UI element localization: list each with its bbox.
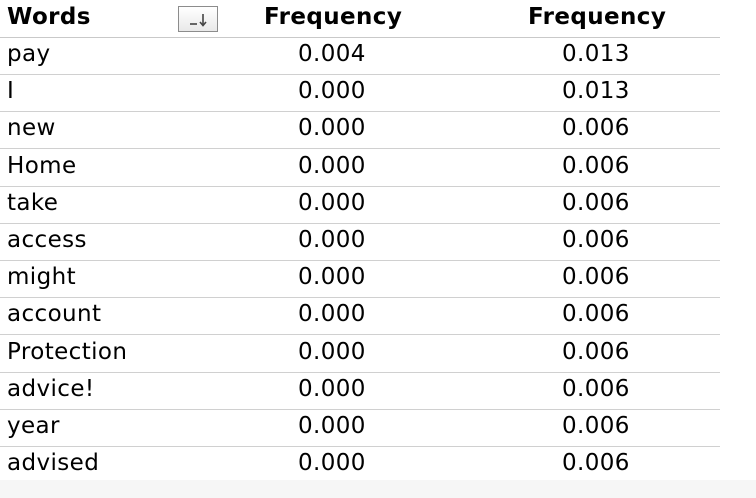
table-row[interactable]: access 0.000 0.006 [0,224,720,261]
cell-frequency-2[interactable]: 0.006 [562,227,630,253]
cell-word[interactable]: take [7,189,59,216]
cell-frequency-1[interactable]: 0.000 [298,375,366,402]
cell-frequency-1[interactable]: 0.000 [298,264,366,291]
column-header-words[interactable]: Words [7,4,91,30]
table-row[interactable]: Protection 0.000 0.006 [0,336,720,373]
cell-word[interactable]: pay [7,41,51,67]
table-header-row: Words Frequency Frequency [0,0,720,38]
cell-word[interactable]: access [7,227,87,253]
cell-word[interactable]: advised [7,450,100,477]
cell-word[interactable]: year [7,413,60,439]
table-row[interactable]: pay 0.004 0.013 [0,38,720,75]
cell-frequency-2[interactable]: 0.006 [562,301,630,328]
table-row[interactable]: advised 0.000 0.006 [0,447,720,485]
cell-frequency-1[interactable]: 0.000 [298,301,366,328]
cell-word[interactable]: Home [7,152,77,179]
cell-frequency-1[interactable]: 0.000 [298,189,366,216]
table-row[interactable]: might 0.000 0.006 [0,261,720,299]
cell-frequency-2[interactable]: 0.013 [562,78,630,105]
cell-frequency-2[interactable]: 0.006 [562,189,630,216]
sheet-bottom-edge [0,480,756,498]
column-header-frequency-1[interactable]: Frequency [264,4,403,30]
cell-word[interactable]: I [7,78,15,105]
cell-frequency-2[interactable]: 0.006 [562,264,630,291]
table-row[interactable]: take 0.000 0.006 [0,187,720,224]
cell-frequency-2[interactable]: 0.006 [562,152,630,179]
cell-word[interactable]: Protection [7,338,128,365]
column-header-frequency-2[interactable]: Frequency [528,4,667,30]
cell-word[interactable]: account [7,301,102,328]
cell-frequency-2[interactable]: 0.006 [562,375,630,402]
cell-frequency-1[interactable]: 0.004 [298,41,366,67]
table-row[interactable]: account 0.000 0.006 [0,298,720,336]
cell-word[interactable]: might [7,264,76,291]
sort-filter-button[interactable] [178,6,218,32]
cell-frequency-1[interactable]: 0.000 [298,152,366,179]
cell-frequency-2[interactable]: 0.006 [562,338,630,365]
cell-word[interactable]: new [7,115,56,142]
cell-frequency-1[interactable]: 0.000 [298,227,366,253]
cell-frequency-2[interactable]: 0.013 [562,41,630,67]
cell-frequency-2[interactable]: 0.006 [562,450,630,477]
table-row[interactable]: year 0.000 0.006 [0,410,720,447]
table-row[interactable]: new 0.000 0.006 [0,112,720,150]
cell-frequency-1[interactable]: 0.000 [298,338,366,365]
cell-frequency-1[interactable]: 0.000 [298,115,366,142]
table-row[interactable]: Home 0.000 0.006 [0,150,720,187]
cell-frequency-2[interactable]: 0.006 [562,413,630,439]
cell-frequency-2[interactable]: 0.006 [562,115,630,142]
table-row[interactable]: I 0.000 0.013 [0,75,720,113]
cell-frequency-1[interactable]: 0.000 [298,413,366,439]
cell-frequency-1[interactable]: 0.000 [298,450,366,477]
sort-descending-icon [190,14,207,27]
cell-frequency-1[interactable]: 0.000 [298,78,366,105]
table-row[interactable]: advice! 0.000 0.006 [0,373,720,410]
cell-word[interactable]: advice! [7,375,95,402]
